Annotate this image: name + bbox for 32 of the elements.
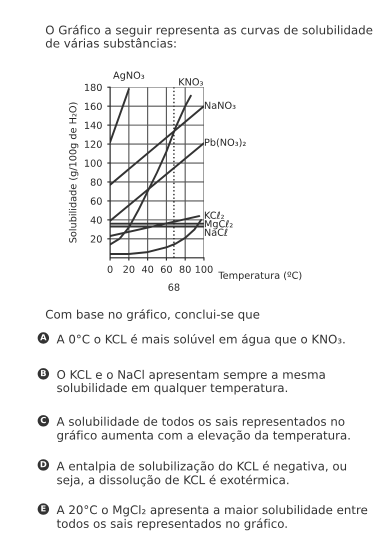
y-tick-label: 20 (90, 235, 102, 243)
chart-title: O Gráfico a seguir representa as curvas de solubilidade de várias substâncias: (46, 24, 372, 48)
x-axis-title: Temperatura (ºC) (218, 271, 302, 281)
x-tick-label: 80 (180, 266, 191, 273)
series-label: KCℓ₂ (204, 212, 224, 219)
series-label: AgNO₃ (113, 72, 144, 81)
text: Com base no gráfico, conclui-se que (46, 309, 260, 322)
ref-line-label: 68 (168, 284, 180, 291)
y-tick-label: 100 (84, 160, 102, 167)
y-tick-label: 60 (90, 197, 102, 205)
series-label: KNO₃ (179, 78, 203, 86)
series-label: MgCℓ₂ (204, 220, 233, 230)
x-tick-label: 100 (196, 266, 213, 273)
y-tick-label: 140 (84, 122, 102, 129)
series-label: NaCℓ (204, 228, 228, 236)
y-tick-label: 80 (90, 178, 102, 186)
series-label: NaNO₃ (204, 102, 236, 109)
y-tick-label: 40 (90, 216, 102, 224)
text: D A entalpia de solubilização do KCL é negativa, ou seja, a dissolução de KCL é exotérmica. (40, 460, 346, 487)
y-tick-label: 180 (84, 84, 102, 92)
x-tick-label: 60 (160, 266, 172, 273)
x-tick-label: 40 (142, 266, 154, 273)
x-tick-label: 20 (123, 266, 134, 273)
y-axis-title: Solubilidade (g/100g de H₂O) (68, 102, 78, 243)
series-label: Pb(NO₃)₂ (204, 138, 246, 148)
text: B O KCL e o NaCl apresentam sempre a mesma solubilidade em qualquer temperatura. (40, 370, 325, 394)
text: C A solubilidade de todos os sais representados no gráfico aumenta com a elevação da temperatura. (40, 416, 350, 442)
y-tick-label: 120 (84, 140, 102, 148)
x-tick-label: 0 (108, 266, 113, 273)
text: A A 0°C o KCL é mais solúvel em água que o KNO₃. (40, 334, 345, 346)
y-tick-label: 160 (84, 102, 102, 110)
text: E A 20°C o MgCl₂ apresenta a maior solubilidade entre todos os sais representados no gráfico. (41, 505, 368, 530)
